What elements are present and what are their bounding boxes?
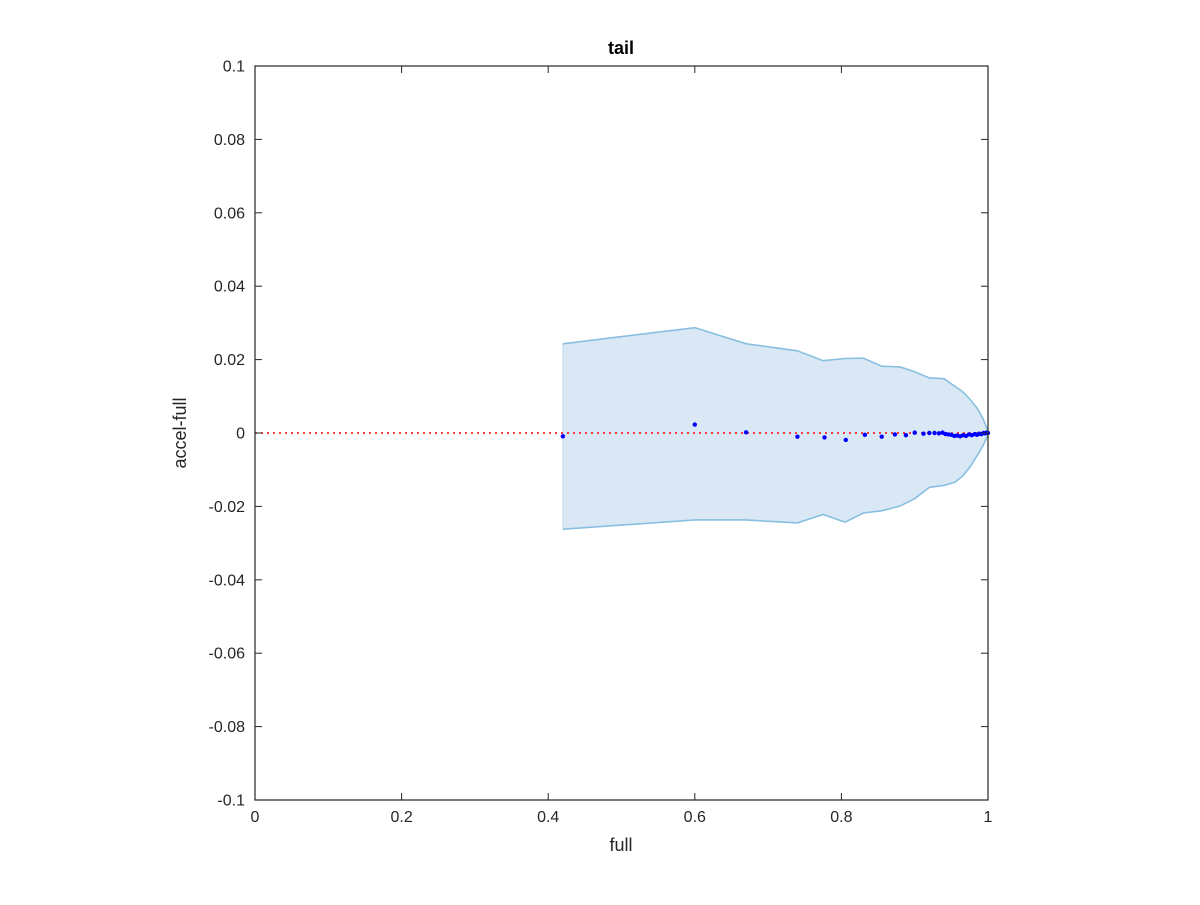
- data-point: [692, 422, 697, 427]
- x-tick-label: 0.6: [684, 809, 706, 826]
- y-tick-label: 0.1: [223, 59, 245, 76]
- x-tick-label: 0.8: [830, 809, 852, 826]
- y-tick-label: -0.1: [217, 793, 245, 810]
- data-point: [743, 430, 749, 435]
- data-point: [879, 434, 884, 439]
- y-tick-label: 0: [236, 426, 245, 443]
- y-tick-label: 0.02: [214, 352, 245, 369]
- band-upper-edge: [562, 326, 989, 432]
- y-tick-label: -0.06: [209, 646, 246, 663]
- y-tick-label: -0.04: [209, 572, 246, 589]
- ticks-group: 0 0.2 0.4 0.6 0.8 1 0.1 0.08 0.06 0.04 0.02 0 -0.02 -…: [209, 59, 993, 827]
- y-tick-label: 0.08: [214, 132, 245, 149]
- x-tick-label: 1: [984, 809, 993, 826]
- data-point: [927, 430, 932, 436]
- data-point: [892, 432, 898, 437]
- data-points-group: [560, 422, 991, 443]
- data-point: [921, 431, 926, 436]
- x-tick-label: 0: [251, 809, 260, 826]
- y-tick-label: -0.08: [209, 719, 246, 736]
- confidence-band-group: [562, 326, 989, 530]
- y-tick-label: 0.04: [214, 279, 245, 296]
- data-point: [822, 435, 827, 440]
- x-axis-label: full: [609, 835, 632, 855]
- band-lower-edge: [562, 434, 989, 530]
- data-point: [936, 431, 942, 436]
- data-point: [862, 432, 868, 438]
- data-point: [903, 433, 909, 438]
- data-point: [560, 434, 566, 439]
- chart-title: tail: [608, 38, 634, 58]
- y-tick-label: -0.02: [209, 499, 246, 516]
- confidence-band-fill: [562, 327, 988, 530]
- y-tick-label: 0.06: [214, 205, 245, 222]
- data-point: [843, 437, 848, 443]
- x-tick-label: 0.2: [390, 809, 412, 826]
- data-point: [912, 430, 917, 435]
- data-point: [932, 430, 937, 436]
- x-tick-label: 0.4: [537, 809, 559, 826]
- y-axis-label: accel-full: [170, 397, 190, 468]
- data-point: [795, 434, 800, 439]
